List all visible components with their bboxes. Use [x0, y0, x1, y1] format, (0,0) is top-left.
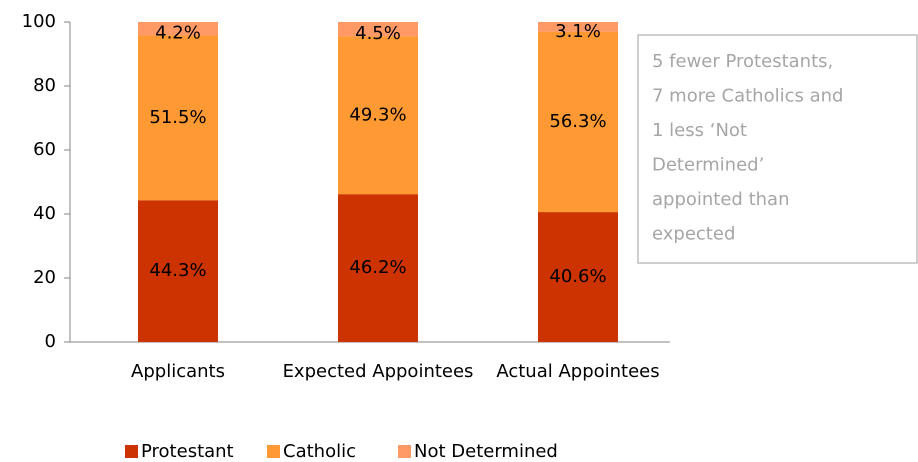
- data-label: 56.3%: [549, 111, 606, 132]
- y-tick-label: 60: [33, 139, 56, 160]
- x-tick-label: Expected Appointees: [283, 361, 474, 382]
- annotation-box: [637, 34, 918, 264]
- legend-swatch: [398, 445, 411, 458]
- legend-swatch: [125, 445, 138, 458]
- data-label: 4.5%: [355, 23, 401, 44]
- legend-label: Protestant: [141, 441, 234, 462]
- legend-label: Not Determined: [414, 441, 558, 462]
- y-tick-label: 100: [22, 11, 56, 32]
- annotation-line: appointed than: [652, 189, 790, 210]
- annotation-line: 1 less ‘Not: [652, 120, 747, 141]
- bar-segment: [338, 36, 418, 195]
- bar-segment: [138, 22, 218, 36]
- data-label: 3.1%: [555, 21, 601, 42]
- bar-segment: [538, 31, 618, 213]
- annotation-line: Determined’: [652, 155, 764, 176]
- data-label: 49.3%: [349, 104, 406, 125]
- bar-segment: [538, 22, 618, 32]
- bar-segment: [338, 22, 418, 37]
- bar-segment: [138, 200, 218, 342]
- data-label: 4.2%: [155, 23, 201, 44]
- data-label: 44.3%: [149, 260, 206, 281]
- data-label: 40.6%: [549, 266, 606, 287]
- bar-segment: [538, 212, 618, 342]
- y-tick-label: 0: [45, 331, 56, 352]
- annotation-line: 7 more Catholics and: [652, 86, 843, 107]
- legend-label: Catholic: [283, 441, 356, 462]
- y-tick-label: 40: [33, 203, 56, 224]
- x-tick-label: Applicants: [131, 361, 225, 382]
- x-tick-label: Actual Appointees: [496, 361, 659, 382]
- data-label: 46.2%: [349, 257, 406, 278]
- data-label: 51.5%: [149, 107, 206, 128]
- y-tick-label: 20: [33, 267, 56, 288]
- annotation-line: expected: [652, 224, 735, 245]
- bar-segment: [338, 194, 418, 342]
- legend-swatch: [267, 445, 280, 458]
- bar-segment: [138, 35, 218, 201]
- y-tick-label: 80: [33, 75, 56, 96]
- annotation-line: 5 fewer Protestants,: [652, 51, 833, 72]
